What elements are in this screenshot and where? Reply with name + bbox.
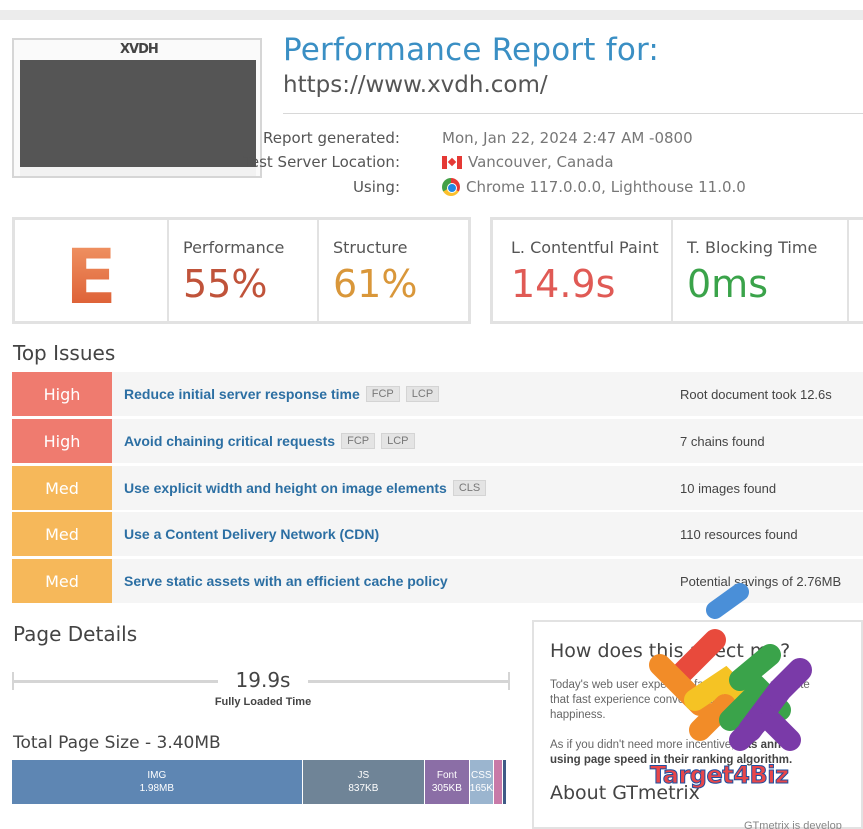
info-bold: using page speed in their ranking algori… [550,754,793,766]
meta-generated-label: Report generated: [262,129,400,147]
info-line: happiness. [550,709,606,721]
info-line: As if you didn't need more incentive, [550,739,735,751]
gtmetrix-grade-box: E Performance 55% Structure 61% [12,217,471,324]
size-segment-type: JS [357,770,370,781]
issue-result: 110 resources found [680,527,798,542]
issue-title[interactable]: Reduce initial server response time [124,386,360,402]
issue-title[interactable]: Serve static assets with an efficient ca… [124,573,448,589]
about-text: GTmetrix is develop [744,820,842,829]
thumbnail-site-logo: XVDH [120,42,159,57]
structure-label: Structure [333,238,408,257]
meta-using-label: Using: [352,178,400,196]
meta-generated: Report generated: Mon, Jan 22, 2024 2:47… [263,129,830,151]
metric-tag: CLS [452,480,487,496]
issue-name[interactable]: Avoid chaining critical requests FCP LCP [124,433,415,449]
issue-result: 10 images found [680,481,777,496]
web-vitals-box: L. Contentful Paint 14.9s T. Blocking Ti… [490,217,863,324]
meta-using-value: Chrome 117.0.0.0, Lighthouse 11.0.0 [442,178,746,196]
size-segment-value: 305KB [431,783,462,794]
issue-result: Potential savings of 2.76MB [680,574,842,589]
about-heading: About GTmetrix [550,782,700,804]
report-url[interactable]: https://www.xvdh.com/ [283,72,548,98]
issue-title[interactable]: Use explicit width and height on image e… [124,480,447,496]
size-segment-type: CSS [470,770,492,781]
canada-flag-icon [442,155,462,169]
issue-title[interactable]: Avoid chaining critical requests [124,433,336,449]
page-details-heading: Page Details [13,622,138,646]
lcp-label: L. Contentful Paint [511,238,659,257]
grade-letter: E [65,232,117,321]
performance-label: Performance [183,238,285,257]
thumbnail-footer [20,167,256,176]
performance-cell[interactable]: Performance 55% [169,220,319,321]
severity-badge: High [12,419,112,463]
watermark-text: Target4Biz [649,761,789,790]
generated-date: Mon, Jan 22, 2024 2:47 AM -0800 [442,129,693,147]
size-segment[interactable]: JS 837KB [301,760,425,804]
target4biz-logo-icon [649,583,812,751]
size-segment[interactable]: CSS 165KB [468,760,493,804]
meta-generated-value: Mon, Jan 22, 2024 2:47 AM -0800 [442,129,693,147]
metric-tag: FCP [341,433,376,449]
location-text: Vancouver, Canada [468,153,614,171]
tbt-value: 0ms [687,262,768,306]
timeline-end-cap [508,672,510,690]
issue-title[interactable]: Use a Content Delivery Network (CDN) [124,526,380,542]
size-segment[interactable] [492,760,502,804]
issue-result: Root document took 12.6s [680,387,832,402]
size-segment-value: 837KB [348,783,379,794]
meta-using: Using: Chrome 117.0.0.0, Lighthouse 11.0… [270,178,830,200]
size-segment-value: 1.98MB [139,783,175,794]
issue-row[interactable]: Med Use explicit width and height on ima… [12,466,863,510]
metric-tag: FCP [365,386,400,402]
issue-name[interactable]: Use explicit width and height on image e… [124,480,487,496]
performance-value: 55% [183,262,268,306]
size-segment[interactable] [501,760,506,804]
structure-value: 61% [333,262,418,306]
tbt-cell[interactable]: T. Blocking Time 0ms [673,220,849,321]
size-segment-value: 165KB [469,783,493,794]
grade-cell: E [15,220,169,321]
issue-row[interactable]: Med Use a Content Delivery Network (CDN)… [12,512,863,556]
timeline-start-cap [12,672,14,690]
header-divider [283,113,863,114]
fully-loaded-label: Fully Loaded Time [214,696,312,708]
top-issues-heading: Top Issues [13,341,116,365]
fully-loaded-value: 19.9s [218,668,308,692]
severity-badge: Med [12,466,112,510]
chrome-icon [442,178,460,196]
tbt-label: T. Blocking Time [687,238,818,257]
issue-result: 7 chains found [680,434,765,449]
size-segment[interactable]: IMG 1.98MB [12,760,302,804]
top-bar [0,0,863,20]
meta-location: Test Server Location: Vancouver, Canada [243,153,830,175]
page-title: Performance Report for: [283,32,660,68]
issue-name[interactable]: Use a Content Delivery Network (CDN) [124,526,379,542]
browser-text: Chrome 117.0.0.0, Lighthouse 11.0.0 [466,178,746,196]
issue-name[interactable]: Serve static assets with an efficient ca… [124,573,448,589]
issue-row[interactable]: High Reduce initial server response time… [12,372,863,416]
severity-badge: High [12,372,112,416]
info-paragraph-2: As if you didn't need more incentive, ha… [550,738,863,768]
page-screenshot-thumbnail[interactable]: XVDH [12,38,262,178]
thumbnail-screen [20,60,256,167]
metric-tag: LCP [381,433,415,449]
page-size-breakdown-bar[interactable]: IMG 1.98MB JS 837KB Font 305KB CSS 165KB [12,760,506,804]
lcp-cell[interactable]: L. Contentful Paint 14.9s [493,220,673,321]
total-page-size: Total Page Size - 3.40MB [13,733,221,753]
issue-row[interactable]: Med Serve static assets with an efficien… [12,559,863,603]
meta-location-value: Vancouver, Canada [442,153,614,171]
size-segment-type: IMG [147,770,167,781]
lcp-value: 14.9s [511,262,616,306]
severity-badge: Med [12,559,112,603]
size-segment-type: Font [436,770,457,781]
size-segment[interactable]: Font 305KB [424,760,469,804]
severity-badge: Med [12,512,112,556]
metric-tag: LCP [405,386,440,402]
info-panel-heading: How does this affect me? [550,640,791,662]
issue-row[interactable]: High Avoid chaining critical requests FC… [12,419,863,463]
issue-name[interactable]: Reduce initial server response time FCP … [124,386,440,402]
meta-location-label: Test Server Location: [243,153,400,171]
structure-cell[interactable]: Structure 61% [319,220,468,321]
